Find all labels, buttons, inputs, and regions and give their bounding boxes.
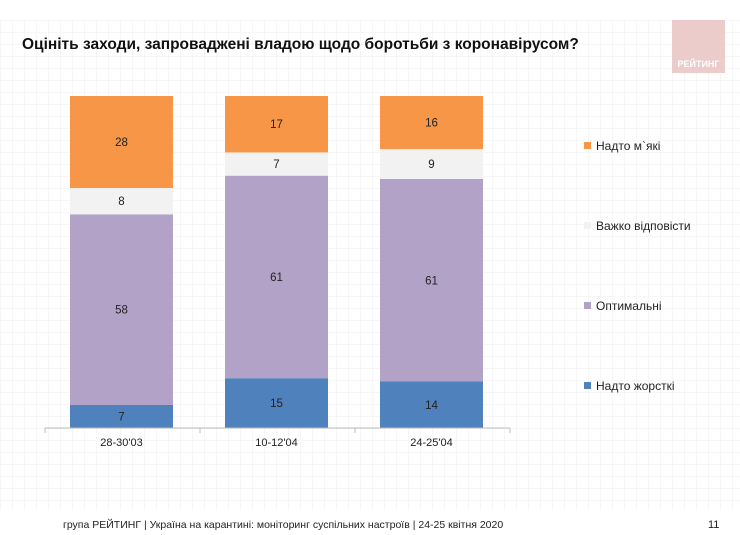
legend-label: Оптимальні [596,299,662,313]
data-label: 61 [270,272,283,284]
legend-swatch [584,222,591,229]
data-label: 28 [115,137,128,149]
logo-text: РЕЙТИНГ [677,59,720,69]
page-number: 11 [708,519,720,531]
bar-segment [380,381,483,428]
bar-segment [70,404,173,428]
data-label: 7 [273,159,279,171]
bar-segment [225,96,328,153]
data-label: 9 [428,159,434,171]
footer-text: група РЕЙТИНГ | Україна на карантині: мо… [63,519,504,531]
data-label: 58 [115,305,128,317]
legend-swatch [584,142,591,149]
legend-label: Важко відповісти [596,219,691,233]
logo: РЕЙТИНГ [672,20,725,73]
bar-segment [225,152,328,176]
x-tick-label: 24-25'04 [410,437,452,449]
bar-segment [70,214,173,405]
data-label: 8 [118,196,124,208]
bar-segment [70,96,173,189]
bar-segment [225,378,328,428]
bar-segment [380,149,483,179]
legend-swatch [584,382,591,389]
data-label: 16 [425,118,438,130]
legend-label: Надто м`які [596,139,660,153]
x-tick-label: 10-12'04 [255,437,297,449]
data-label: 7 [118,411,124,423]
data-label: 14 [425,400,438,412]
chart-title: Оцініть заходи, запроваджені владою щодо… [22,36,579,53]
data-label: 17 [270,119,283,131]
legend-swatch [584,302,591,309]
bar-segment [380,96,483,150]
bar-segment [70,188,173,215]
data-label: 15 [270,398,283,410]
data-label: 61 [425,275,438,287]
bar-segment [225,175,328,379]
x-tick-label: 28-30'03 [100,437,142,449]
bar-segment [380,179,483,382]
legend-label: Надто жорсткі [596,379,675,393]
